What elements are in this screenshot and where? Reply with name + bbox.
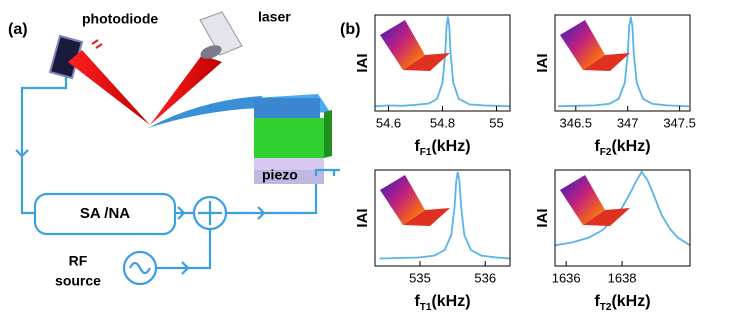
mode-inset — [380, 175, 425, 225]
wire — [156, 229, 212, 270]
laser-label: laser — [258, 9, 291, 25]
wire — [175, 184, 318, 215]
spectrum-line — [374, 16, 511, 108]
axes-frame — [554, 14, 691, 112]
x-label-part: f — [594, 138, 600, 155]
mode-inset — [560, 175, 605, 225]
y-axis-label: IAI — [534, 53, 551, 72]
mode-inset — [403, 208, 450, 226]
motion-arrows — [91, 39, 103, 49]
arrowhead — [181, 261, 190, 275]
analyzer-label: SA /NA — [80, 205, 130, 222]
cantilever — [148, 96, 262, 128]
y-axis-label: IAI — [354, 53, 371, 72]
x-tick-label: 1636 — [552, 270, 581, 285]
x-label-part: F1 — [420, 147, 432, 158]
y-axis-label: IAI — [354, 208, 371, 227]
panel-label: (b) — [340, 21, 360, 38]
x-label-part: f — [414, 293, 420, 310]
x-tick-label: 54.6 — [376, 115, 401, 130]
rf-label: source — [55, 273, 101, 289]
reflected-beam — [68, 50, 150, 125]
x-label-part: (kHz) — [611, 293, 650, 310]
x-label-part: T1 — [420, 302, 432, 313]
piezo-stack — [254, 94, 332, 184]
x-tick-label: 347 — [617, 115, 639, 130]
x-label-part: T2 — [600, 302, 612, 313]
summer-plus — [198, 201, 222, 225]
mode-inset — [583, 208, 630, 226]
panel-label: (a) — [8, 21, 28, 38]
x-tick-label: 347.5 — [663, 115, 696, 130]
x-label-part: f — [594, 293, 600, 310]
x-label-part: (kHz) — [611, 138, 650, 155]
x-axis-label: fT2(kHz) — [594, 293, 650, 312]
incident-beam — [150, 55, 222, 125]
x-label-part: F2 — [600, 147, 612, 158]
photodiode — [48, 34, 84, 80]
arrowhead — [15, 149, 29, 158]
x-label-part: (kHz) — [431, 138, 470, 155]
x-tick-label: 55 — [489, 115, 503, 130]
x-label-part: f — [414, 138, 420, 155]
mode-inset — [380, 20, 425, 70]
mode-inset — [583, 53, 630, 71]
x-tick-label: 536 — [474, 270, 496, 285]
y-axis-label: IAI — [534, 208, 551, 227]
photodiode-label: photodiode — [82, 11, 158, 27]
axes-frame — [374, 169, 511, 267]
mode-inset — [403, 53, 450, 71]
x-axis-label: fT1(kHz) — [414, 293, 470, 312]
ground — [314, 168, 340, 176]
spectrum-line — [558, 16, 690, 108]
x-tick-label: 1638 — [608, 270, 637, 285]
rf-label: RF — [69, 253, 88, 269]
spectrum-line — [554, 170, 691, 247]
wire — [20, 76, 68, 215]
x-label-part: (kHz) — [431, 293, 470, 310]
x-tick-label: 535 — [409, 270, 431, 285]
x-tick-label: 346.5 — [559, 115, 592, 130]
x-axis-label: fF1(kHz) — [414, 138, 470, 157]
spectrum-line — [379, 171, 511, 260]
sine — [129, 261, 151, 275]
x-tick-label: 54.8 — [430, 115, 455, 130]
x-axis-label: fF2(kHz) — [594, 138, 650, 157]
laser — [199, 11, 243, 59]
piezo-label: piezo — [262, 167, 298, 183]
arrowhead — [177, 206, 266, 220]
mode-inset — [560, 20, 605, 70]
panel-a: (a) photodiode laser piezo SA /NA — [8, 9, 340, 289]
